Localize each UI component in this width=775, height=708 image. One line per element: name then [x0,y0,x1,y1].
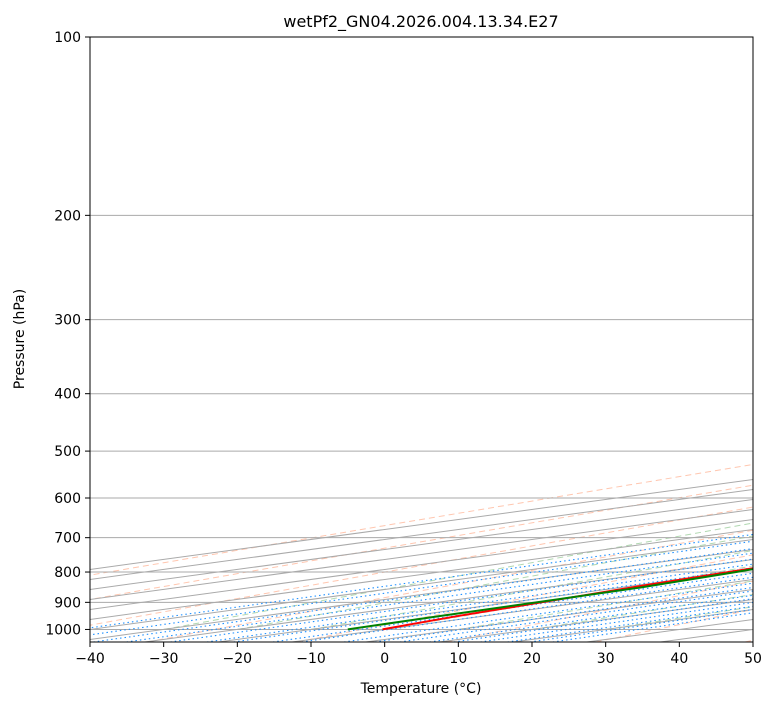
y-tick-label: 600 [54,491,81,507]
isotherm--70 [90,508,753,600]
mixing-ratio-line-2 [93,548,753,642]
isotherm--100 [90,478,753,570]
y-tick-label: 900 [54,595,81,611]
x-tick-label: 40 [670,651,688,667]
y-tick-label: 500 [54,444,81,460]
isotherm--50 [90,528,753,620]
moist-adiabat-0 [163,522,753,630]
isotherm--90 [90,488,753,580]
mixing-ratio-line-4 [170,558,753,642]
isotherm--80 [90,498,753,590]
mixing-ratio-line-15 [507,605,753,642]
x-tick-label: 10 [449,651,467,667]
dry-adiabat-2 [90,506,753,626]
y-axis-label: Pressure (hPa) [12,289,28,389]
y-tick-label: 1000 [45,622,81,638]
mixing-ratio-line-3 [126,552,753,642]
y-tick-label: 400 [54,387,81,403]
x-tick-label: 20 [523,651,541,667]
x-tick-label: 30 [597,651,615,667]
plot-frame [89,36,754,643]
x-axis-label: Temperature (°C) [360,681,482,697]
x-tick-label: −10 [296,651,326,667]
mixing-ratio-line-1 [90,540,753,636]
dry-adiabat-4 [296,554,753,642]
y-tick-label: 800 [54,565,81,581]
dry-adiabat-5 [446,580,753,642]
isotherm--60 [90,518,753,610]
axes: −40 −30 −20 −10 0 10 20 30 40 50 100 200 300 400 500 60… [45,30,762,667]
x-tick-label: 0 [380,651,389,667]
moist-adiabat-4 [458,580,753,630]
temperature-profile-line [382,567,753,631]
y-tick-label: 100 [54,30,81,46]
x-tick-label: −20 [223,651,253,667]
mixing-ratio-line-17 [552,612,753,642]
x-tick-label: 50 [744,651,762,667]
mixing-ratio-line-16 [529,608,753,642]
moist-adiabat-1 [237,535,753,630]
y-tick-label: 200 [54,208,81,224]
sounding-profiles [347,567,753,631]
dry-adiabat-0 [90,463,753,576]
x-tick-label: −30 [149,651,179,667]
x-tick-label: −40 [75,651,105,667]
chart-title: wetPf2_GN04.2026.004.13.34.E27 [283,12,558,32]
y-tick-label: 300 [54,313,81,329]
isotherm--40 [90,538,753,630]
y-tick-label: 700 [54,531,81,547]
